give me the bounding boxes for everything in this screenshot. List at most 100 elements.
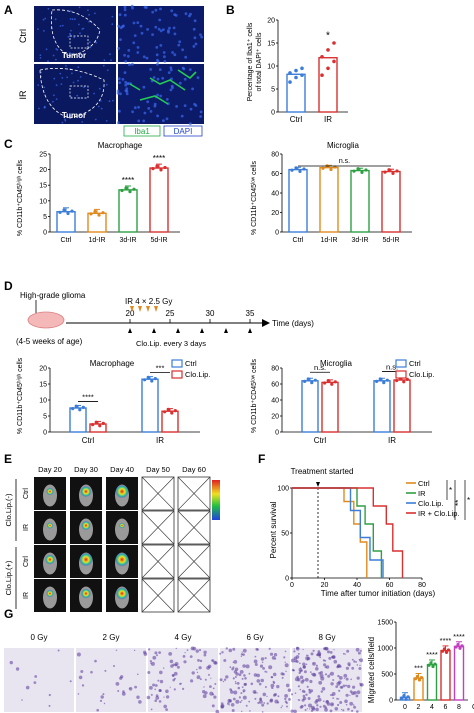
g-migrated-cell	[232, 677, 235, 680]
g-migrated-cell	[343, 673, 348, 678]
g-migrated-cell	[260, 657, 265, 661]
dapi-nucleus	[199, 110, 203, 114]
g-migrated-cell	[213, 695, 217, 699]
f-legend-label: Ctrl	[418, 479, 430, 488]
g-migrated-cell	[176, 665, 180, 669]
g-migrated-cell	[150, 661, 155, 666]
g-bar	[413, 677, 424, 701]
d-left-point	[150, 379, 154, 383]
dapi-nucleus	[159, 29, 163, 33]
g-migrated-cell	[343, 677, 345, 680]
tumor-outline-ctrl	[51, 9, 101, 57]
c-right-x-label: 3d-IR	[351, 237, 368, 244]
dapi-nucleus	[169, 88, 173, 92]
g-point	[427, 663, 431, 667]
c-left-bar	[56, 211, 76, 233]
g-migrated-cell	[348, 664, 351, 667]
e-luminescence-signal	[46, 589, 54, 598]
g-migrated-cell	[195, 649, 199, 653]
g-migrated-cell	[48, 704, 51, 707]
g-migrated-cell	[253, 659, 258, 664]
g-migrated-cell	[339, 685, 343, 689]
panel-letter-a: A	[4, 3, 13, 17]
dapi-nucleus	[172, 26, 176, 30]
c-right-y-tick-label: 0	[275, 230, 279, 237]
g-migrated-cell	[316, 704, 319, 707]
d-right-point	[378, 377, 382, 381]
g-migrated-cell	[277, 695, 280, 698]
g-migrated-cell	[293, 709, 297, 713]
g-migrated-cell	[209, 691, 214, 696]
d-left-point	[173, 409, 177, 413]
timeline-clo-label: Clo.Lip. every 3 days	[136, 339, 206, 348]
clo-dose-arrow-icon	[200, 328, 204, 333]
e-row-label: Ctrl	[23, 556, 30, 567]
dapi-nucleus	[78, 97, 81, 99]
d-left-point	[81, 405, 85, 409]
dapi-nucleus	[154, 8, 158, 12]
e-luminescence-signal	[46, 522, 54, 529]
g-migrated-cell	[321, 687, 326, 691]
timeline-model-label: High-grade glioma	[20, 291, 86, 300]
g-migrated-cell	[356, 710, 359, 713]
e-luminescence-signal	[79, 552, 93, 567]
g-migrated-cell	[254, 691, 257, 694]
g-migrated-cell	[344, 699, 348, 704]
d-right-bar	[373, 380, 391, 433]
timeline-tick-label: 30	[206, 309, 215, 318]
c-left-ylabel: % CD11b⁺CD45ʰⁱᵍʰ cells	[16, 159, 24, 236]
c-left-point	[70, 209, 74, 213]
g-migrated-cell	[152, 655, 157, 660]
g-migrated-cell	[159, 679, 164, 684]
g-migrated-cell	[264, 657, 267, 660]
dapi-nucleus	[178, 81, 182, 85]
g-migrated-cell	[232, 697, 236, 701]
c-right-point	[290, 168, 294, 172]
dapi-nucleus	[124, 89, 128, 93]
d-left-bar	[161, 410, 179, 433]
dapi-nucleus	[78, 23, 80, 26]
g-migrated-cell	[333, 649, 335, 651]
d-right-point	[323, 381, 327, 385]
g-migrated-cell	[317, 695, 321, 698]
g-migrated-cell	[57, 649, 60, 652]
dapi-nucleus	[121, 78, 125, 81]
g-migrated-cell	[301, 669, 303, 672]
d-left-y-tick-label: 15	[39, 382, 47, 389]
g-migrated-cell	[159, 670, 163, 675]
dapi-nucleus	[118, 109, 121, 113]
g-migrated-cell	[299, 675, 304, 680]
g-migrated-cell	[311, 673, 313, 675]
dapi-nucleus	[183, 77, 187, 81]
g-migrated-cell	[310, 652, 314, 656]
dapi-nucleus	[192, 45, 196, 48]
g-migrated-cell	[299, 662, 301, 665]
dapi-nucleus	[146, 100, 150, 104]
g-migrated-cell	[143, 650, 147, 654]
f-sig: *	[467, 496, 470, 505]
d-right-point	[382, 381, 386, 385]
g-migrated-cell	[190, 679, 194, 683]
g-migrated-cell	[309, 679, 313, 684]
b-point	[300, 66, 304, 71]
g-migrated-cell	[173, 688, 176, 691]
g-migrated-cell	[291, 668, 295, 672]
g-migrated-cell	[182, 655, 186, 658]
dapi-nucleus	[105, 83, 108, 86]
g-migrated-cell	[175, 647, 177, 650]
c-left-point	[93, 209, 97, 214]
dapi-nucleus	[43, 105, 46, 108]
dapi-nucleus	[165, 117, 169, 121]
c-left-title: Macrophage	[98, 141, 143, 150]
g-migrated-cell	[234, 681, 237, 683]
d-right-title: Microglia	[320, 359, 353, 368]
g-migrated-cell	[290, 709, 294, 713]
g-migrated-cell	[270, 683, 275, 688]
d-left-sig: ****	[82, 392, 94, 401]
dapi-nucleus	[200, 35, 204, 39]
g-migrated-cell	[169, 686, 171, 688]
panel-g: 0 Gy 2 Gy 4 Gy 6 Gy 8 Gy Migrated cells/fiel…	[4, 620, 474, 713]
dapi-nucleus	[72, 81, 75, 84]
d-right-point	[385, 378, 389, 382]
b-ylabel-1: Percentage of Iba1⁺ cells	[247, 22, 254, 101]
